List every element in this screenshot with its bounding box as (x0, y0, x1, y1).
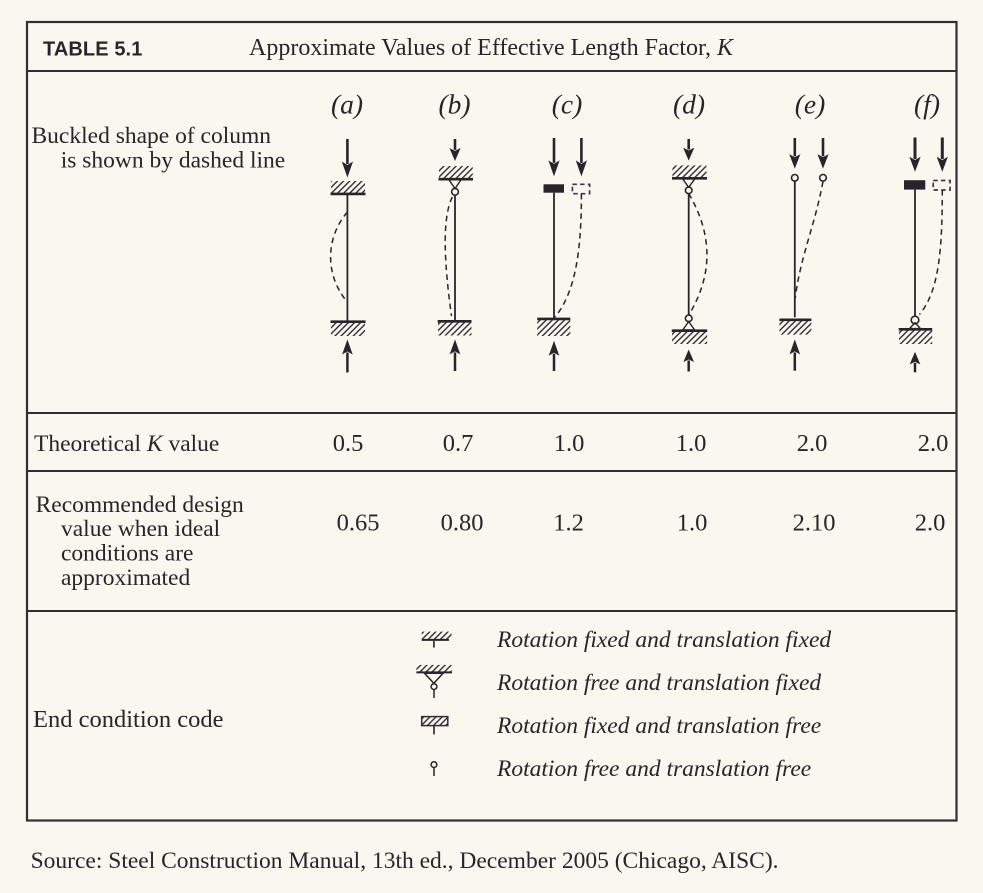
svg-text:(b): (b) (438, 89, 470, 120)
svg-text:2.0: 2.0 (918, 430, 949, 457)
svg-text:TABLE 5.1: TABLE 5.1 (43, 38, 142, 60)
svg-text:is shown by dashed line: is shown by dashed line (61, 148, 286, 174)
svg-text:approximated: approximated (61, 565, 190, 591)
svg-text:Theoretical K value: Theoretical K value (34, 431, 219, 457)
svg-text:Buckled shape of column: Buckled shape of column (32, 123, 272, 149)
svg-text:conditions are: conditions are (61, 541, 193, 567)
svg-text:0.7: 0.7 (443, 430, 474, 457)
svg-text:(f): (f) (914, 89, 940, 120)
svg-text:(a): (a) (331, 89, 363, 120)
svg-text:(c): (c) (552, 89, 583, 120)
svg-text:End condition code: End condition code (33, 706, 224, 733)
svg-text:1.2: 1.2 (553, 510, 584, 537)
svg-text:Approximate Values of Effectiv: Approximate Values of Effective Length F… (249, 35, 735, 61)
svg-text:Rotation fixed and translation: Rotation fixed and translation free (496, 713, 821, 739)
svg-text:2.10: 2.10 (793, 510, 836, 537)
svg-text:value when ideal: value when ideal (61, 516, 221, 542)
svg-text:Rotation free and translation: Rotation free and translation free (496, 756, 811, 782)
svg-text:2.0: 2.0 (915, 510, 946, 537)
svg-text:1.0: 1.0 (554, 430, 585, 457)
svg-text:Rotation fixed and translation: Rotation fixed and translation fixed (496, 627, 831, 653)
svg-text:1.0: 1.0 (676, 430, 707, 457)
svg-text:0.5: 0.5 (333, 430, 364, 457)
svg-text:1.0: 1.0 (677, 510, 708, 537)
svg-text:(e): (e) (795, 89, 826, 120)
svg-text:Source: Steel Construction Man: Source: Steel Construction Manual, 13th … (31, 848, 779, 874)
svg-text:0.65: 0.65 (337, 510, 380, 537)
svg-text:Rotation free and translation: Rotation free and translation fixed (496, 670, 821, 696)
svg-text:0.80: 0.80 (441, 510, 484, 537)
svg-text:(d): (d) (673, 89, 705, 120)
svg-text:Recommended design: Recommended design (36, 492, 244, 518)
svg-text:2.0: 2.0 (797, 430, 828, 457)
